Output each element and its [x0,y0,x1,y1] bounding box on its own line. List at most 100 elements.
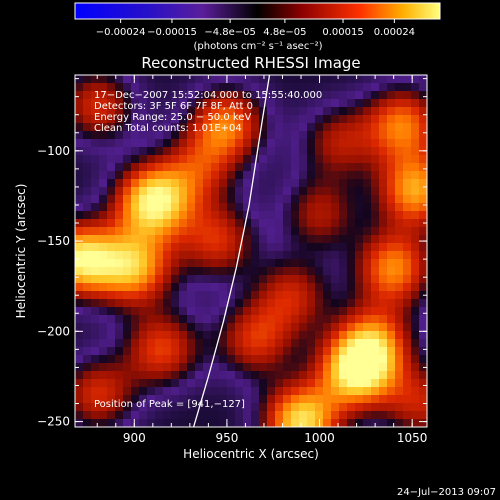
heatmap-cell [99,387,108,396]
heatmap-cell [227,379,236,388]
heatmap-cell [347,147,356,156]
heatmap-cell [283,91,292,100]
heatmap-cell [83,243,92,252]
heatmap-cell [395,283,404,292]
heatmap-cell [147,195,156,204]
heatmap-cell [219,187,228,196]
heatmap-cell [107,99,116,108]
heatmap-cell [155,83,164,92]
heatmap-cell [235,387,244,396]
heatmap-cell [155,387,164,396]
heatmap-cell [227,251,236,260]
heatmap-cell [243,83,252,92]
heatmap-cell [339,179,348,188]
heatmap-cell [411,235,420,244]
heatmap-cell [115,155,124,164]
heatmap-cell [243,419,252,427]
heatmap-cell [315,299,324,308]
heatmap-cell [91,123,100,132]
heatmap-cell [171,219,180,228]
heatmap-cell [203,155,212,164]
heatmap-cell [307,299,316,308]
colorbar-tick-label: −4.8e−05 [204,27,256,38]
heatmap-cell [275,107,284,116]
heatmap-cell [139,339,148,348]
heatmap-cell [371,155,380,164]
heatmap-cell [251,355,260,364]
heatmap-cell [75,403,84,412]
heatmap-cell [411,195,420,204]
heatmap-cell [315,171,324,180]
heatmap-cell [235,163,244,172]
heatmap-cell [227,171,236,180]
heatmap-cell [323,75,332,84]
heatmap-cell [211,171,220,180]
heatmap-cell [347,363,356,372]
heatmap-cell [171,139,180,148]
heatmap-cell [83,75,92,84]
heatmap-cell [211,339,220,348]
heatmap-cell [291,315,300,324]
heatmap-cell [283,243,292,252]
heatmap-cell [187,155,196,164]
heatmap-cell [347,187,356,196]
heatmap-cell [139,331,148,340]
heatmap-cell [363,267,372,276]
heatmap-cell [99,299,108,308]
heatmap-cell [147,147,156,156]
heatmap-cell [411,323,420,332]
heatmap-cell [347,115,356,124]
heatmap-cell [291,419,300,427]
heatmap-cell [83,195,92,204]
heatmap-cell [347,299,356,308]
heatmap-cell [387,403,396,412]
heatmap-cell [99,139,108,148]
heatmap-cell [147,275,156,284]
heatmap-cell [211,131,220,140]
heatmap-cell [171,347,180,356]
heatmap-cell [403,283,412,292]
heatmap-cell [403,395,412,404]
heatmap-cell [251,339,260,348]
heatmap-cell [339,219,348,228]
heatmap-cell [203,115,212,124]
heatmap-cell [323,267,332,276]
heatmap-cell [187,379,196,388]
heatmap-cell [251,91,260,100]
heatmap-cell [203,147,212,156]
heatmap-cell [107,243,116,252]
heatmap-cell [299,307,308,316]
heatmap-cell [243,371,252,380]
heatmap-cell [75,139,84,148]
heatmap-cell [251,219,260,228]
heatmap-cell [379,403,388,412]
heatmap-cell [299,219,308,228]
heatmap-cell [315,379,324,388]
heatmap-cell [347,291,356,300]
heatmap-cell [227,91,236,100]
heatmap-cell [83,211,92,220]
heatmap-cell [283,163,292,172]
heatmap-cell [339,251,348,260]
heatmap-cell [99,395,108,404]
heatmap-cell [267,115,276,124]
heatmap-cell [163,187,172,196]
heatmap-cell [219,195,228,204]
heatmap-cell [219,419,228,427]
heatmap-cell [291,291,300,300]
heatmap-cell [395,331,404,340]
heatmap-cell [395,147,404,156]
heatmap-cell [411,211,420,220]
heatmap-cell [339,107,348,116]
heatmap-cell [299,355,308,364]
heatmap-cell [179,363,188,372]
heatmap-cell [371,379,380,388]
heatmap-cell [371,235,380,244]
heatmap-cell [139,131,148,140]
heatmap-cell [331,411,340,420]
heatmap-cell [291,139,300,148]
heatmap-cell [291,259,300,268]
heatmap-cell [267,387,276,396]
heatmap-cell [195,299,204,308]
y-tick-label: −150 [37,234,70,248]
